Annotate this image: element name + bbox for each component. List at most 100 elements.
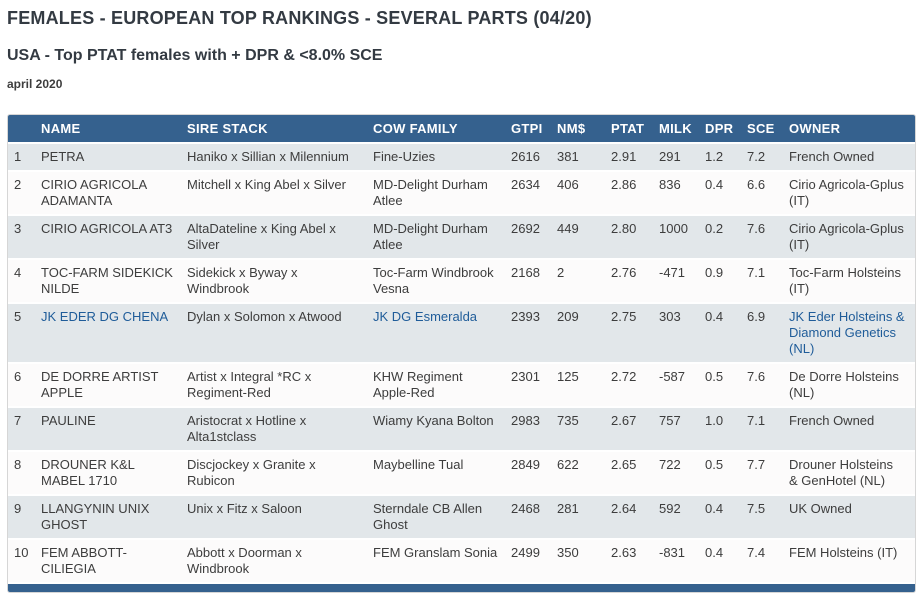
cow-family-cell: Sterndale CB Allen Ghost — [373, 495, 511, 540]
rank-cell: 2 — [8, 171, 41, 216]
milk-cell: 592 — [659, 495, 705, 540]
owner-cell: Cirio Agricola-Gplus (IT) — [789, 215, 915, 260]
owner-cell: Cirio Agricola-Gplus (IT) — [789, 171, 915, 216]
name-cell: PETRA — [41, 143, 187, 172]
cow-family-cell: Fine-Uzies — [373, 143, 511, 172]
owner-cell: Toc-Farm Holsteins (IT) — [789, 259, 915, 304]
name-cell: PAULINE — [41, 407, 187, 452]
dpr-cell: 0.5 — [705, 363, 747, 408]
owner-cell: FEM Holsteins (IT) — [789, 539, 915, 584]
sce-cell: 7.1 — [747, 407, 789, 452]
sce-cell: 6.9 — [747, 303, 789, 364]
ptat-cell: 2.67 — [611, 407, 659, 452]
sce-cell: 7.7 — [747, 451, 789, 496]
sire-stack-cell: Discjockey x Granite x Rubicon — [187, 451, 373, 496]
column-header-owner: OWNER — [789, 115, 915, 144]
cow-family-cell: MD-Delight Durham Atlee — [373, 171, 511, 216]
ptat-cell: 2.72 — [611, 363, 659, 408]
column-header-name: NAME — [41, 115, 187, 144]
cow-family-cell: Wiamy Kyana Bolton — [373, 407, 511, 452]
nm-cell: 622 — [557, 451, 611, 496]
table-header-row: NAME SIRE STACK COW FAMILY GTPI NM$ PTAT… — [8, 115, 915, 144]
sire-stack-cell: Mitchell x King Abel x Silver — [187, 171, 373, 216]
table-row: 8 DROUNER K&L MABEL 1710 Discjockey x Gr… — [8, 451, 915, 496]
cow-family-cell: Toc-Farm Windbrook Vesna — [373, 259, 511, 304]
milk-cell: 757 — [659, 407, 705, 452]
milk-cell: 1000 — [659, 215, 705, 260]
column-header-dpr: DPR — [705, 115, 747, 144]
dpr-cell: 0.9 — [705, 259, 747, 304]
table-row: 9 LLANGYNIN UNIX GHOST Unix x Fitz x Sal… — [8, 495, 915, 540]
cow-family-cell: Maybelline Tual — [373, 451, 511, 496]
ptat-cell: 2.64 — [611, 495, 659, 540]
owner-link[interactable]: JK Eder Holsteins & Diamond Genetics (NL… — [789, 303, 915, 364]
gtpi-cell: 2616 — [511, 143, 557, 172]
name-cell: TOC-FARM SIDEKICK NILDE — [41, 259, 187, 304]
gtpi-cell: 2393 — [511, 303, 557, 364]
rank-cell: 9 — [8, 495, 41, 540]
ptat-cell: 2.65 — [611, 451, 659, 496]
milk-cell: -471 — [659, 259, 705, 304]
sce-cell: 7.2 — [747, 143, 789, 172]
gtpi-cell: 2499 — [511, 539, 557, 584]
column-header-sire-stack: SIRE STACK — [187, 115, 373, 144]
cow-family-cell: FEM Granslam Sonia — [373, 539, 511, 584]
rank-cell: 4 — [8, 259, 41, 304]
table-row: 5 JK EDER DG CHENA Dylan x Solomon x Atw… — [8, 303, 915, 364]
page-title: FEMALES - EUROPEAN TOP RANKINGS - SEVERA… — [7, 8, 592, 28]
sire-stack-cell: AltaDateline x King Abel x Silver — [187, 215, 373, 260]
nm-cell: 2 — [557, 259, 611, 304]
owner-cell: UK Owned — [789, 495, 915, 540]
dpr-cell: 0.4 — [705, 495, 747, 540]
sire-stack-cell: Unix x Fitz x Saloon — [187, 495, 373, 540]
nm-cell: 209 — [557, 303, 611, 364]
sire-stack-cell: Artist x Integral *RC x Regiment-Red — [187, 363, 373, 408]
sce-cell: 7.5 — [747, 495, 789, 540]
sire-stack-cell: Dylan x Solomon x Atwood — [187, 303, 373, 364]
milk-cell: -831 — [659, 539, 705, 584]
nm-cell: 281 — [557, 495, 611, 540]
nm-cell: 406 — [557, 171, 611, 216]
sire-stack-cell: Sidekick x Byway x Windbrook — [187, 259, 373, 304]
owner-cell: Drouner Holsteins & GenHotel (NL) — [789, 451, 915, 496]
dpr-cell: 0.4 — [705, 303, 747, 364]
owner-cell: French Owned — [789, 143, 915, 172]
sce-cell: 6.6 — [747, 171, 789, 216]
cow-family-link[interactable]: JK DG Esmeralda — [373, 303, 511, 364]
column-header-gtpi: GTPI — [511, 115, 557, 144]
milk-cell: 303 — [659, 303, 705, 364]
ptat-cell: 2.63 — [611, 539, 659, 584]
milk-cell: 836 — [659, 171, 705, 216]
dpr-cell: 0.5 — [705, 451, 747, 496]
table-row: 6 DE DORRE ARTIST APPLE Artist x Integra… — [8, 363, 915, 408]
rank-cell: 3 — [8, 215, 41, 260]
rank-cell: 8 — [8, 451, 41, 496]
ptat-cell: 2.75 — [611, 303, 659, 364]
ptat-cell: 2.76 — [611, 259, 659, 304]
next-table-header-bar — [8, 584, 915, 592]
dpr-cell: 1.0 — [705, 407, 747, 452]
rank-cell: 10 — [8, 539, 41, 584]
nm-cell: 449 — [557, 215, 611, 260]
ptat-cell: 2.86 — [611, 171, 659, 216]
rank-cell: 1 — [8, 143, 41, 172]
cow-name-link[interactable]: JK EDER DG CHENA — [41, 303, 187, 364]
ptat-cell: 2.80 — [611, 215, 659, 260]
sce-cell: 7.4 — [747, 539, 789, 584]
milk-cell: 722 — [659, 451, 705, 496]
nm-cell: 350 — [557, 539, 611, 584]
owner-cell: French Owned — [789, 407, 915, 452]
dpr-cell: 1.2 — [705, 143, 747, 172]
nm-cell: 735 — [557, 407, 611, 452]
page-subtitle: USA - Top PTAT females with + DPR & <8.0… — [7, 47, 383, 64]
name-cell: DE DORRE ARTIST APPLE — [41, 363, 187, 408]
column-header-nm: NM$ — [557, 115, 611, 144]
table-row: 1 PETRA Haniko x Sillian x Milennium Fin… — [8, 143, 915, 172]
rank-cell: 6 — [8, 363, 41, 408]
sce-cell: 7.1 — [747, 259, 789, 304]
dpr-cell: 0.4 — [705, 171, 747, 216]
ptat-cell: 2.91 — [611, 143, 659, 172]
name-cell: FEM ABBOTT-CILIEGIA — [41, 539, 187, 584]
cow-family-cell: KHW Regiment Apple-Red — [373, 363, 511, 408]
